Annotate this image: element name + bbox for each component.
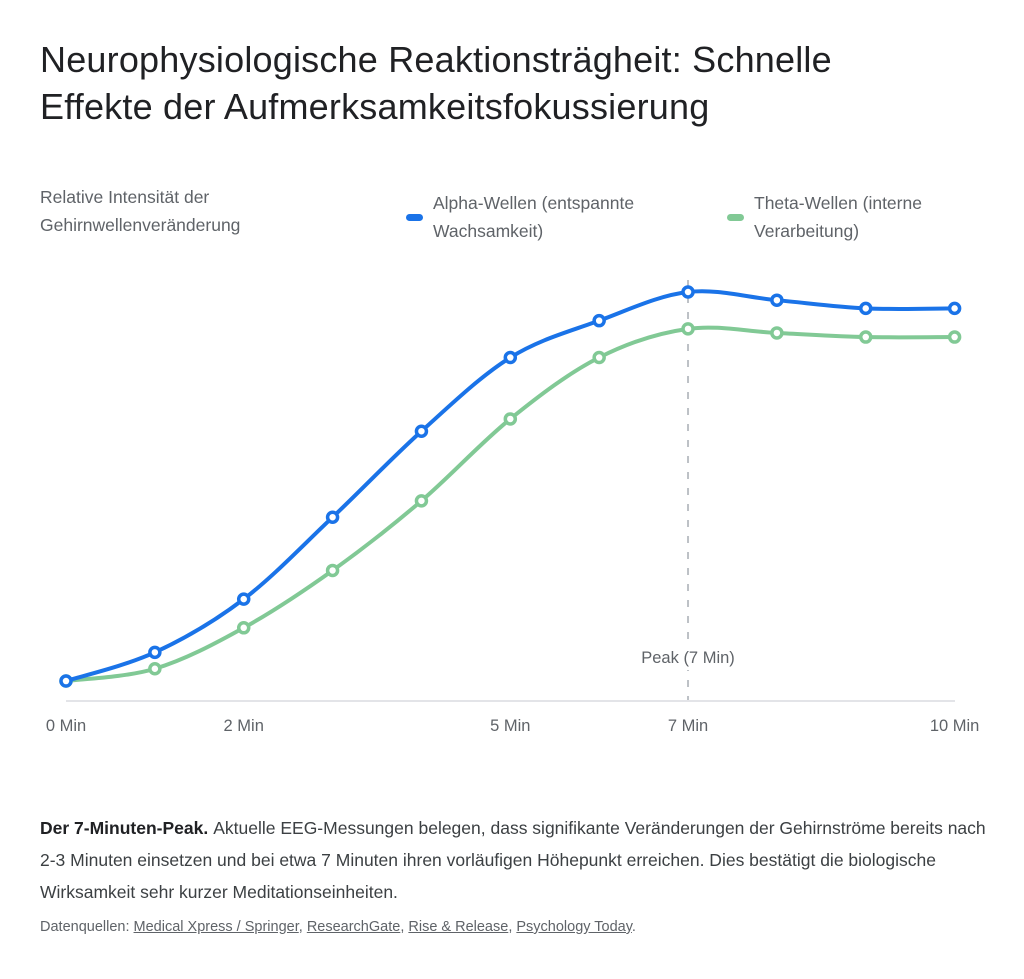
x-tick-label: 10 Min [930,717,980,735]
x-tick-label: 7 Min [668,717,708,735]
legend-item-theta: Theta-Wellen (interne Verarbeitung) [727,189,957,245]
series-alpha-marker [770,293,784,307]
theta-legend-swatch-icon [727,214,744,221]
series-alpha-line [64,289,957,684]
series-alpha-marker [947,301,962,316]
caption-paragraph: Der 7-Minuten-Peak. Aktuelle EEG-Messunge… [40,812,990,908]
x-tick-label: 0 Min [46,717,86,735]
series-alpha-marker [592,313,606,328]
caption-lead: Der 7-Minuten-Peak. [40,818,209,838]
series-alpha-marker [325,510,340,524]
page-title: Neurophysiologische Reaktionsträgheit: S… [40,39,832,127]
series-theta-marker [947,330,962,344]
legend-item-alpha: Alpha-Wellen (entspannte Wachsamkeit) [406,189,666,245]
series-theta-marker [325,563,340,578]
series-alpha-marker [148,645,162,660]
series-theta-marker [681,322,695,336]
peak-annotation-label: Peak (7 Min) [641,649,735,667]
sources-line: Datenquellen: Medical Xpress / Springer,… [40,916,990,938]
series-theta-marker [770,326,784,340]
x-tick-label: 2 Min [224,717,264,735]
y-axis-label: Relative Intensität der Gehirnwellenverä… [40,187,241,235]
source-link[interactable]: Rise & Release [408,919,509,935]
series-alpha-marker [503,350,518,365]
sources-links: Medical Xpress / Springer, ResearchGate,… [133,919,636,935]
series-theta-marker [592,350,606,365]
series-alpha-marker [858,301,873,316]
sources-prefix: Datenquellen: [40,919,130,935]
x-tick-label: 5 Min [490,717,530,735]
series-alpha-marker [681,285,695,299]
caption-text: Aktuelle EEG-Messungen belegen, dass sig… [40,818,986,902]
theta-legend-label: Theta-Wellen (interne Verarbeitung) [754,193,922,241]
series-theta-marker [414,494,429,508]
alpha-legend-swatch-icon [406,214,423,221]
series-theta-marker [858,330,873,344]
source-link[interactable]: Medical Xpress / Springer [133,919,299,935]
alpha-legend-label: Alpha-Wellen (entspannte Wachsamkeit) [433,193,635,241]
peak-label-backing [638,644,739,670]
series-theta-marker [148,661,162,676]
series-theta-marker [236,621,251,635]
series-alpha-marker [236,592,251,606]
series-alpha-marker [59,674,73,688]
series-alpha-marker [414,424,429,438]
series-theta-marker [503,412,518,426]
source-link[interactable]: Psychology Today [516,919,632,935]
source-link[interactable]: ResearchGate [306,919,401,935]
